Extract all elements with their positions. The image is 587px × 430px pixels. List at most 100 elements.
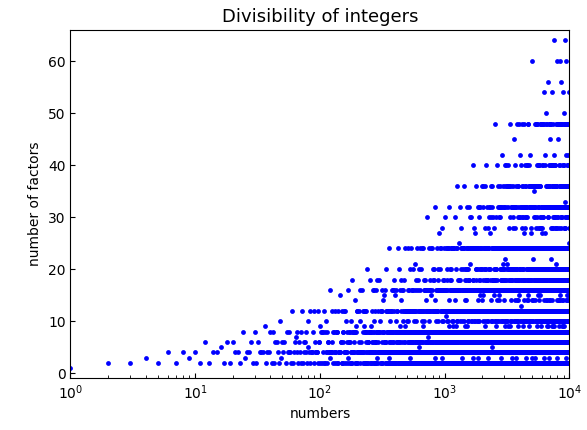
Point [531,328,541,335]
Point [548,349,557,356]
Point [564,307,573,314]
Point [350,328,359,335]
Point [481,349,491,356]
Point [470,307,480,314]
Point [464,307,474,314]
Point [502,349,511,356]
Point [546,307,556,314]
Point [505,359,514,366]
Point [506,318,515,325]
Point [465,286,475,293]
Point [475,276,484,283]
Point [558,328,568,335]
Point [519,349,528,356]
Point [551,328,560,335]
Point [538,349,547,356]
Point [512,286,521,293]
Point [490,328,500,335]
Point [491,349,500,356]
Point [463,349,473,356]
Point [396,297,406,304]
Point [413,328,422,335]
Point [510,307,519,314]
Point [561,349,570,356]
Point [542,328,551,335]
Point [524,286,534,293]
Point [494,328,503,335]
Point [531,245,540,252]
Point [504,183,514,190]
Point [559,338,568,345]
Point [530,203,539,210]
Point [497,349,507,356]
Point [439,276,448,283]
Point [480,328,489,335]
Point [530,328,539,335]
Point [549,328,559,335]
Point [520,328,529,335]
Point [527,338,536,345]
Point [502,349,512,356]
Point [493,286,502,293]
Point [476,349,485,356]
Point [519,338,529,345]
Point [555,349,564,356]
Point [546,162,556,169]
Point [457,359,467,366]
Point [454,328,464,335]
Point [552,245,562,252]
Point [510,328,519,335]
Point [491,349,501,356]
Point [494,307,503,314]
Point [357,349,366,356]
Point [490,328,500,335]
Point [339,307,349,314]
Point [497,266,506,273]
Point [559,349,569,356]
Point [490,328,500,335]
Point [531,307,541,314]
Point [562,245,571,252]
Point [532,328,541,335]
Point [562,328,571,335]
Point [478,349,487,356]
Point [549,359,558,366]
Point [546,349,555,356]
Point [467,245,477,252]
Point [500,328,510,335]
Point [469,349,478,356]
Point [551,286,560,293]
Point [502,307,511,314]
Point [543,245,552,252]
Point [490,307,500,314]
Point [535,349,544,356]
Point [501,203,510,210]
Point [541,328,551,335]
Point [379,292,388,299]
Point [550,328,559,335]
Point [561,359,571,366]
Point [544,349,553,356]
Point [414,328,424,335]
Point [509,307,518,314]
Point [527,349,536,356]
Point [513,318,522,325]
Point [547,286,556,293]
Point [558,286,567,293]
Point [478,359,487,366]
Point [552,349,561,356]
Point [551,307,561,314]
Point [556,245,565,252]
Point [529,338,539,345]
Point [553,349,562,356]
Point [433,359,443,366]
Point [315,323,325,330]
Point [421,328,431,335]
Point [549,245,559,252]
Point [505,307,515,314]
Point [564,328,573,335]
Point [377,359,386,366]
Point [545,359,555,366]
Point [525,349,535,356]
Point [521,328,531,335]
